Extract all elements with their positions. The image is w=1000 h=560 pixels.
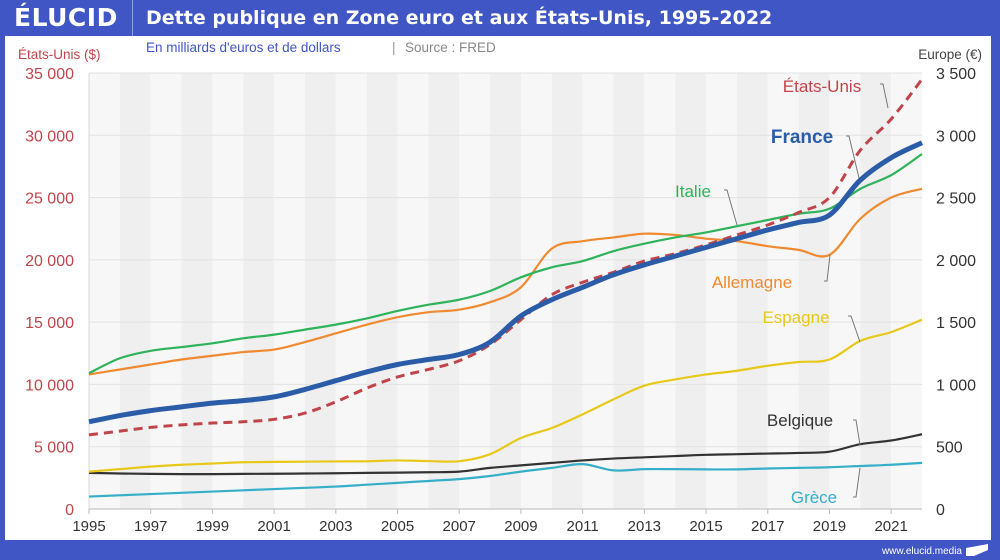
year-band [150,73,182,509]
year-band [829,73,861,509]
left-tick-label: 15 000 [25,315,74,332]
left-tick-label: 0 [65,502,74,519]
x-tick-label: 2013 [628,518,661,535]
x-tick-label: 2019 [813,518,846,535]
right-tick-label: 3 500 [936,66,976,83]
x-tick-label: 1999 [196,518,229,535]
x-tick-label: 1995 [72,518,105,535]
year-band [89,73,120,509]
year-band [274,73,305,509]
series-lines [88,78,924,498]
leader-line-allemagne [824,254,831,282]
right-tick-label: 0 [936,502,945,519]
left-tick-label: 25 000 [25,191,74,208]
left-tick-label: 5 000 [34,440,74,457]
left-tick-label: 10 000 [25,377,74,394]
right-tick-label: 500 [936,440,963,457]
left-axis-label: États-Unis ($) [18,47,101,62]
chart-title: Dette publique en Zone euro et aux États… [146,7,773,29]
x-tick-label: 2015 [689,518,722,535]
year-band [243,73,275,509]
chart-subtitle: En milliards d'euros et de dollars [146,40,341,55]
footer-url[interactable]: www.elucid.media [881,546,962,557]
series-line-italie [88,153,923,375]
subtitle-separator: | [392,40,396,55]
series-label-allemagne: Allemagne [712,273,792,292]
series-line-grece [88,461,923,498]
x-tick-label: 2009 [504,518,537,535]
year-band [459,73,491,509]
year-band [428,73,460,509]
series-label-grece: Grèce [791,488,837,507]
year-band [335,73,367,509]
year-bands [89,73,922,509]
right-tick-label: 2 000 [936,253,976,270]
x-tick-label: 2011 [566,518,598,535]
right-tick-label: 1 500 [936,315,976,332]
elucid-flag-icon [966,544,988,556]
chart-source: Source : FRED [405,40,496,55]
year-band [520,73,552,509]
leader-line-etats-unis [880,83,889,109]
year-band [212,73,244,509]
year-band [706,73,737,509]
year-band [675,73,707,509]
left-tick-label: 20 000 [25,253,74,270]
year-band [119,73,151,509]
year-band [891,73,922,509]
elucid-logo: ÉLUCID [14,3,118,32]
right-tick-label: 2 500 [936,191,976,208]
year-band [860,73,892,509]
series-label-belgique: Belgique [767,411,833,430]
series-label-etats-unis: États-Unis [783,77,861,96]
year-band [798,73,830,509]
left-tick-label: 35 000 [25,66,74,83]
header-bar: ÉLUCID Dette publique en Zone euro et au… [0,0,1000,36]
series-labels: États-Unis France Italie Allemagne Espagne Be… [675,77,889,507]
right-tick-label: 1 000 [936,377,976,394]
series-line-belgique [88,433,923,476]
leader-line-france [846,135,860,179]
right-axis-label: Europe (€) [918,47,982,62]
series-label-france: France [771,127,833,148]
series-label-espagne: Espagne [762,308,829,327]
leader-line-grece [853,467,861,498]
left-tick-label: 30 000 [25,128,74,145]
year-band [181,73,213,509]
x-tick-label: 1997 [134,518,167,535]
leader-line-belgique [853,419,861,446]
year-band [736,73,768,509]
right-axis-ticks: 0 500 1 000 1 500 2 000 2 500 3 000 3 500 [936,66,976,519]
series-line-france [88,140,924,425]
x-tick-label: 2017 [751,518,784,535]
series-line-etats-unis [88,78,924,437]
year-band [644,73,676,509]
header-divider [132,0,133,36]
year-band [304,73,336,509]
x-tick-label: 2001 [257,518,290,535]
right-tick-label: 3 000 [936,128,976,145]
year-band [767,73,799,509]
year-band [366,73,398,509]
year-band [613,73,645,509]
x-tick-label: 2007 [443,518,476,535]
leader-line-italie [724,189,738,226]
year-band [397,73,429,509]
leader-line-espagne [848,315,861,343]
x-tick-label: 2021 [874,518,907,535]
x-axis-ticks: 1995 1997 1999 2001 2003 2005 2007 2009 2011 2013… [72,509,908,535]
series-line-allemagne [88,187,923,376]
x-tick-label: 2005 [381,518,414,535]
series-label-italie: Italie [675,182,711,201]
series-line-espagne [88,318,923,473]
year-band [582,73,614,509]
left-axis-ticks: 0 5 000 10 000 15 000 20 000 25 000 30 000 35 0… [25,66,74,519]
x-tick-label: 2003 [319,518,352,535]
